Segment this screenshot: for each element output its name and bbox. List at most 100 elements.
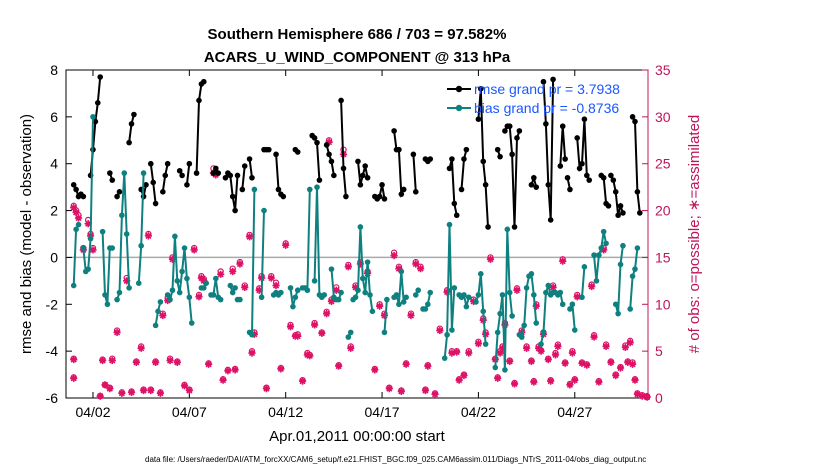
rmse-point [70, 182, 77, 188]
rmse-point [362, 163, 368, 169]
bias-point [596, 252, 602, 258]
obs-assimilated-marker [602, 342, 610, 351]
rmse-point [449, 156, 455, 162]
bias-point [306, 186, 313, 193]
obs-assimilated-marker [248, 349, 256, 357]
obs-assimilated-marker [532, 302, 540, 310]
bias-point [114, 296, 120, 303]
obs-assimilated-marker [347, 344, 355, 352]
obs-assimilated-marker [351, 283, 360, 292]
bias-point [338, 289, 344, 296]
obs-assimilated-marker [332, 286, 340, 294]
obs-assimilated-marker [568, 349, 576, 357]
bias-point [427, 289, 434, 296]
rmse-point [316, 177, 323, 183]
bias-point [502, 367, 508, 373]
bias-point [304, 287, 311, 294]
bias-point [461, 292, 467, 298]
rmse-point [579, 160, 585, 167]
obs-assimilated-marker [303, 351, 311, 359]
bias-point [627, 306, 633, 312]
obs-assimilated-marker [460, 371, 468, 380]
bias-point [367, 292, 373, 298]
bias-point [384, 296, 390, 303]
bias-point [557, 289, 564, 296]
bias-point [335, 296, 342, 303]
bias-point [600, 228, 607, 235]
rmse-point [357, 182, 364, 188]
rmse-point [458, 186, 465, 193]
legend-rmse-marker [455, 85, 463, 93]
bias-point [531, 292, 537, 298]
rmse-point [193, 170, 200, 176]
plot-area: -6 -4 -2 0 2 4 6 8 0 5 10 15 20 25 30 35 04/02 04/07 04/12… [46, 62, 671, 420]
rmse-line [504, 125, 521, 228]
y-tick-label: 6 [50, 109, 58, 125]
obs-assimilated-marker [390, 251, 398, 260]
rmse-point [109, 177, 116, 183]
rmse-point [232, 207, 238, 214]
x-tick-label: 04/22 [461, 404, 496, 420]
rmse-point [451, 200, 458, 207]
obs-assimilated-marker [607, 358, 615, 366]
rmse-point [475, 116, 482, 122]
bias-point [321, 292, 328, 298]
bias-point [217, 296, 224, 303]
bias-point [138, 242, 144, 249]
bias-point [73, 226, 79, 233]
obs-assimilated-marker [561, 359, 569, 367]
obs-assimilated-marker [522, 344, 531, 352]
rmse-point [275, 186, 282, 193]
obs-assimilated-marker [544, 355, 552, 364]
bias-point [591, 252, 597, 258]
obs-assimilated-marker [549, 283, 557, 292]
bias-point [167, 296, 173, 303]
y-tick-label: 2 [50, 203, 58, 219]
rmse-line [248, 158, 253, 178]
rmse-point [514, 135, 520, 141]
rmse-point [564, 174, 571, 181]
obs-assimilated-marker [412, 260, 420, 268]
bias-line [260, 210, 265, 298]
rmse-point [463, 146, 470, 153]
rmse-point [547, 217, 554, 223]
obs-assimilated-marker [70, 355, 78, 364]
rmse-line [241, 165, 246, 190]
bias-point [347, 329, 354, 336]
y-tick-label: -4 [46, 343, 59, 359]
obs-assimilated-marker [638, 392, 646, 400]
rmse-point [294, 149, 301, 155]
rmse-point [482, 182, 489, 188]
rmse-point [516, 128, 523, 134]
legend-bias-label: bias grand pr = -0.8736 [474, 100, 619, 116]
obs-assimilated-marker [448, 349, 456, 357]
obs-assimilated-marker [190, 246, 198, 254]
bias-point [412, 292, 419, 298]
bias-point [359, 275, 366, 282]
obs-assimilated-marker [147, 386, 155, 395]
obs-assimilated-marker [600, 246, 608, 254]
rmse-point [605, 203, 612, 209]
obs-assimilated-marker [416, 265, 425, 273]
bias-point [473, 299, 479, 305]
data-file-footer: data file: /Users/raeder/DAI/ATM_forcXX/… [145, 455, 646, 464]
bias-point [314, 184, 320, 190]
obs-assimilated-marker [621, 343, 629, 351]
bias-line [302, 189, 311, 293]
rmse-point [186, 160, 193, 167]
obs-assimilated-marker [224, 367, 232, 375]
rmse-line [195, 80, 205, 174]
obs-assimilated-marker [245, 233, 254, 241]
rmse-point [162, 172, 169, 179]
bias-line [494, 229, 514, 370]
obs-assimilated-marker [573, 293, 581, 301]
obs-assimilated-marker [267, 274, 275, 282]
obs-assimilated-marker [113, 328, 121, 336]
bias-point [480, 308, 487, 315]
bias-point [617, 261, 624, 268]
bias-point [571, 327, 578, 333]
rmse-point [164, 160, 171, 167]
obs-assimilated-marker [137, 344, 145, 352]
rmse-point [533, 184, 540, 190]
bias-point [200, 285, 207, 291]
